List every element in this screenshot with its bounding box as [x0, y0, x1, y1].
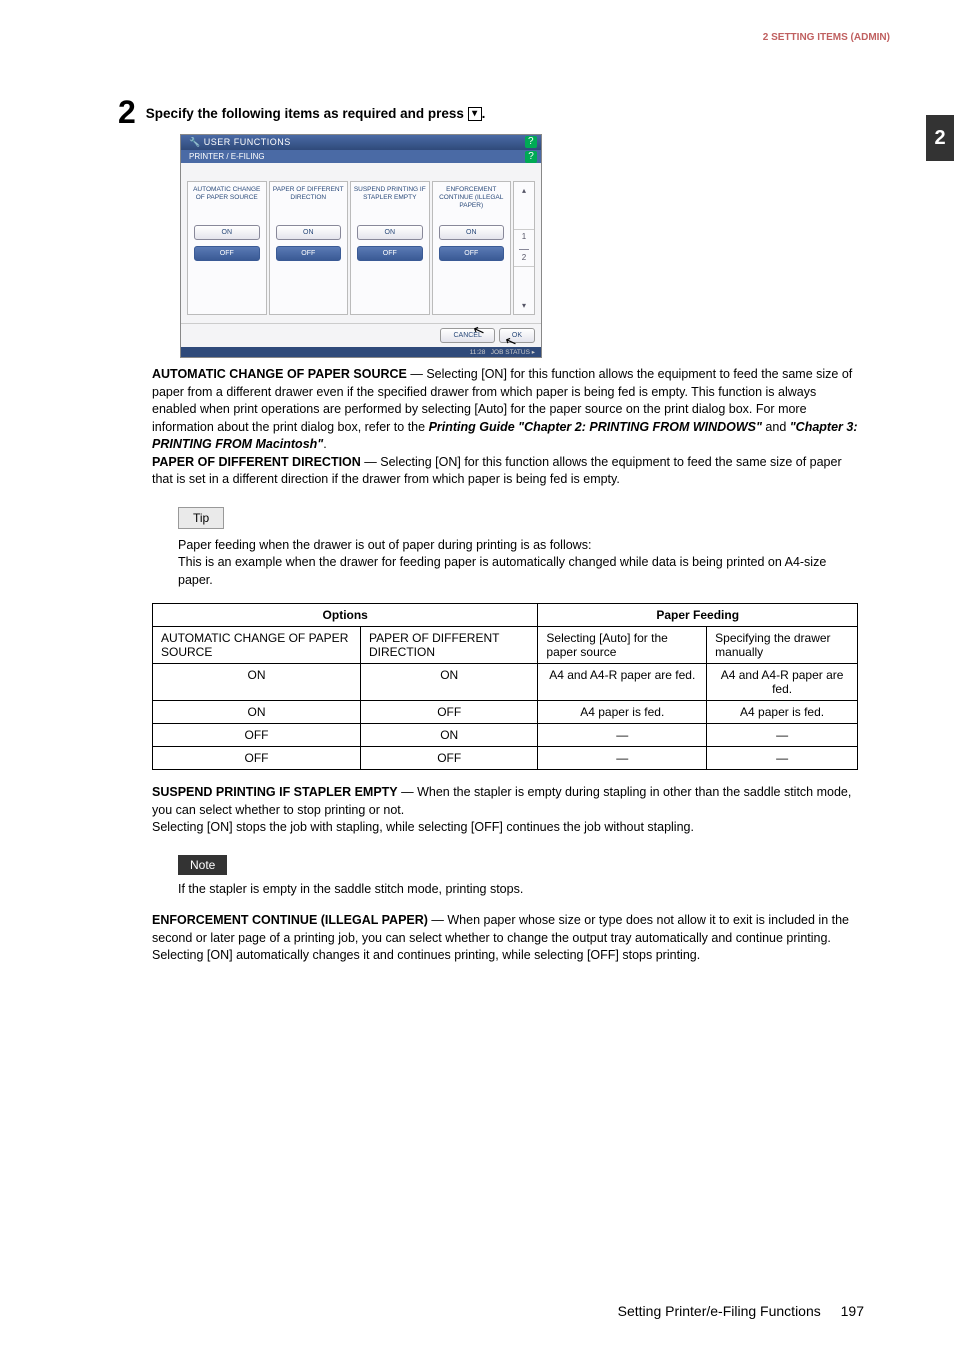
page-footer: Setting Printer/e-Filing Functions 197: [618, 1303, 864, 1319]
cell: —: [707, 747, 858, 770]
option-label: AUTOMATIC CHANGE OF PAPER SOURCE: [190, 186, 264, 214]
tip-text-2: This is an example when the drawer for f…: [178, 554, 858, 589]
pager: ▴ 1 2 ▾: [513, 181, 535, 315]
cell: OFF: [153, 747, 361, 770]
screenshot-subtitle-bar: PRINTER / E-FILING ?: [181, 150, 541, 163]
step-title-text-b: .: [482, 106, 486, 121]
screenshot-title-bar: 🔧 USER FUNCTIONS ?: [181, 135, 541, 150]
cell: ON: [153, 701, 361, 724]
th-select-auto: Selecting [Auto] for the paper source: [538, 627, 707, 664]
off-button[interactable]: OFF: [276, 246, 342, 261]
cell: A4 and A4-R paper are fed.: [707, 664, 858, 701]
option-col-3: ENFORCEMENT CONTINUE (ILLEGAL PAPER) ON …: [432, 181, 512, 315]
table-row: ON ON A4 and A4-R paper are fed. A4 and …: [153, 664, 858, 701]
body-text: .: [323, 437, 326, 451]
on-button[interactable]: ON: [194, 225, 260, 240]
term-enforcement: ENFORCEMENT CONTINUE (ILLEGAL PAPER): [152, 913, 428, 927]
status-bar: 11:28 JOB STATUS ▸: [181, 347, 541, 357]
device-screenshot: 🔧 USER FUNCTIONS ? PRINTER / E-FILING ? …: [180, 134, 542, 358]
screenshot-title: USER FUNCTIONS: [204, 137, 291, 147]
tip-box: Tip: [178, 507, 858, 529]
options-table: Options Paper Feeding AUTOMATIC CHANGE O…: [152, 603, 858, 770]
page-indicator: 1 2: [514, 229, 534, 266]
cell: OFF: [361, 747, 538, 770]
para-diff-direction: PAPER OF DIFFERENT DIRECTION — Selecting…: [152, 454, 858, 489]
note-box: Note: [178, 855, 858, 875]
step-number: 2: [118, 96, 136, 128]
cell: —: [707, 724, 858, 747]
screenshot-body: AUTOMATIC CHANGE OF PAPER SOURCE ON OFF …: [181, 163, 541, 323]
tip-text-1: Paper feeding when the drawer is out of …: [178, 537, 858, 555]
help-icon[interactable]: ?: [525, 151, 537, 163]
on-button[interactable]: ON: [439, 225, 505, 240]
note-text: If the stapler is empty in the saddle st…: [178, 881, 858, 899]
cell: OFF: [361, 701, 538, 724]
step-title: Specify the following items as required …: [146, 96, 486, 121]
th-manual: Specifying the drawer manually: [707, 627, 858, 664]
off-button[interactable]: OFF: [439, 246, 505, 261]
screenshot-subtitle: PRINTER / E-FILING: [189, 152, 265, 161]
on-button[interactable]: ON: [357, 225, 423, 240]
page-up-icon[interactable]: ▴: [522, 182, 526, 199]
body-text: Selecting [ON] stops the job with stapli…: [152, 820, 694, 834]
page-down-icon[interactable]: ▾: [522, 297, 526, 314]
footer-section: Setting Printer/e-Filing Functions: [618, 1303, 821, 1319]
body-text: and: [762, 420, 790, 434]
para-auto-change: AUTOMATIC CHANGE OF PAPER SOURCE — Selec…: [152, 366, 858, 454]
option-col-2: SUSPEND PRINTING IF STAPLER EMPTY ON OFF: [350, 181, 430, 315]
table-row: OFF OFF — —: [153, 747, 858, 770]
th-diff-direction: PAPER OF DIFFERENT DIRECTION: [361, 627, 538, 664]
option-col-0: AUTOMATIC CHANGE OF PAPER SOURCE ON OFF: [187, 181, 267, 315]
term-auto-change: AUTOMATIC CHANGE OF PAPER SOURCE: [152, 367, 407, 381]
body-text: Selecting [ON] automatically changes it …: [152, 948, 700, 962]
cell: OFF: [153, 724, 361, 747]
cell: ON: [361, 724, 538, 747]
th-options: Options: [153, 604, 538, 627]
cell: —: [538, 747, 707, 770]
option-col-1: PAPER OF DIFFERENT DIRECTION ON OFF: [269, 181, 349, 315]
option-label: SUSPEND PRINTING IF STAPLER EMPTY: [353, 186, 427, 214]
down-arrow-icon: ▾: [468, 107, 482, 121]
term-suspend: SUSPEND PRINTING IF STAPLER EMPTY: [152, 785, 398, 799]
table-row: OFF ON — —: [153, 724, 858, 747]
step-heading: 2 Specify the following items as require…: [118, 96, 858, 128]
chapter-tab: 2: [926, 115, 954, 161]
page-header: 2 SETTING ITEMS (ADMIN): [763, 32, 890, 43]
cell: A4 paper is fed.: [538, 701, 707, 724]
note-label: Note: [178, 855, 227, 875]
cell: A4 and A4-R paper are fed.: [538, 664, 707, 701]
th-auto-change: AUTOMATIC CHANGE OF PAPER SOURCE: [153, 627, 361, 664]
cell: A4 paper is fed.: [707, 701, 858, 724]
option-label: ENFORCEMENT CONTINUE (ILLEGAL PAPER): [435, 186, 509, 214]
table-row: ON OFF A4 paper is fed. A4 paper is fed.: [153, 701, 858, 724]
page-current: 1: [522, 232, 526, 241]
ref-printing-guide-win: Printing Guide "Chapter 2: PRINTING FROM…: [429, 420, 762, 434]
cell: ON: [361, 664, 538, 701]
off-button[interactable]: OFF: [357, 246, 423, 261]
clock: 11:28: [470, 349, 486, 356]
para-enforcement: ENFORCEMENT CONTINUE (ILLEGAL PAPER) — W…: [152, 912, 858, 965]
cell: ON: [153, 664, 361, 701]
off-button[interactable]: OFF: [194, 246, 260, 261]
help-icon[interactable]: ?: [525, 136, 537, 148]
footer-page-number: 197: [841, 1303, 864, 1319]
step-title-text-a: Specify the following items as required …: [146, 106, 468, 121]
page-total: 2: [522, 253, 526, 262]
cell: —: [538, 724, 707, 747]
content-area: 2 Specify the following items as require…: [118, 96, 858, 965]
on-button[interactable]: ON: [276, 225, 342, 240]
tip-label: Tip: [178, 507, 224, 529]
term-diff-direction: PAPER OF DIFFERENT DIRECTION: [152, 455, 361, 469]
para-suspend: SUSPEND PRINTING IF STAPLER EMPTY — When…: [152, 784, 858, 837]
th-feeding: Paper Feeding: [538, 604, 858, 627]
option-label: PAPER OF DIFFERENT DIRECTION: [272, 186, 346, 214]
